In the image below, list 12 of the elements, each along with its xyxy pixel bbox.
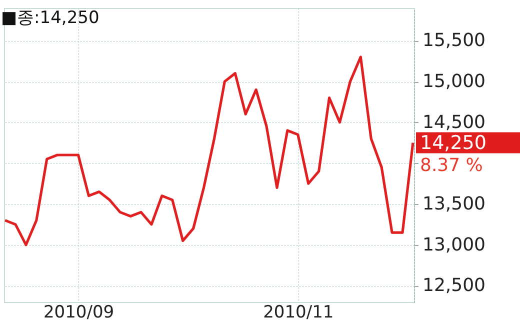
y-tick-label: 13,500	[422, 194, 486, 214]
annotation: ■종:14,250	[1, 8, 100, 28]
y-tick-label: 13,000	[422, 234, 486, 256]
x-tick-label: 2010/09	[43, 302, 114, 322]
y-tick-label: 14,500	[422, 112, 486, 133]
text: 8.37 %	[420, 154, 483, 176]
y-tick-label: 15,500	[422, 30, 486, 52]
line-series	[4, 56, 414, 246]
y-tick-label: 15,000	[422, 71, 486, 92]
x-tick-label: 2010/11	[263, 302, 334, 322]
y-tick-label: 12,500	[422, 275, 486, 296]
text: 14,250	[420, 132, 486, 154]
